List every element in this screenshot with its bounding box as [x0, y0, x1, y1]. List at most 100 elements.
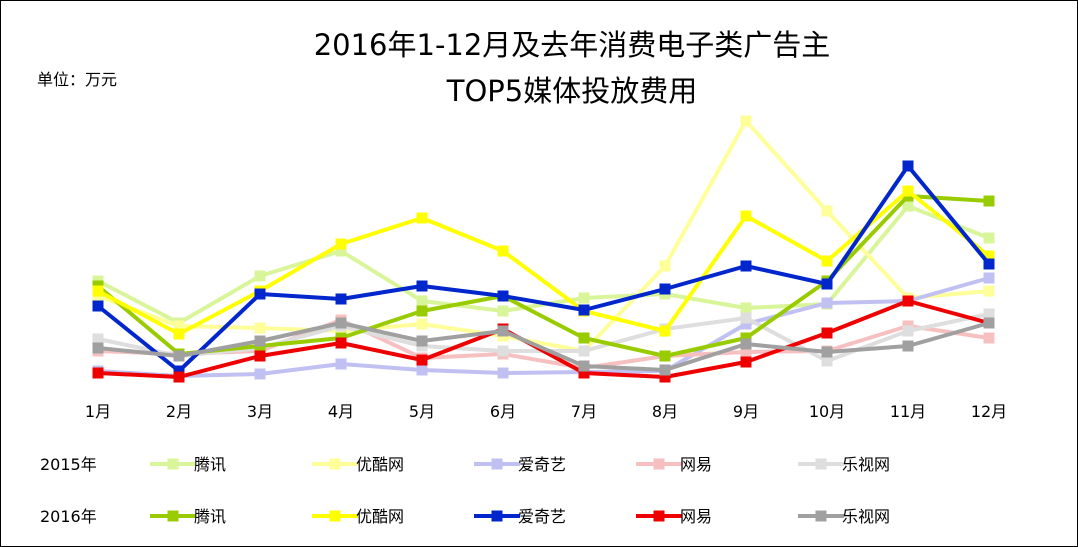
- series-marker: [416, 354, 428, 366]
- x-axis-ticks: 1月 2月 3月 4月 5月 6月 7月 8月 9月 10月 11月 12月: [85, 402, 1007, 421]
- series-marker: [902, 200, 914, 212]
- series-marker: [335, 238, 347, 250]
- series-marker: [659, 350, 671, 362]
- legend-series-label: 爱奇艺: [518, 455, 566, 474]
- x-tick-label: 2月: [166, 402, 192, 421]
- legend-series-label: 爱奇艺: [518, 507, 566, 526]
- legend-series-label: 乐视网: [842, 455, 890, 474]
- x-tick-label: 8月: [652, 402, 678, 421]
- legend-series-label: 腾讯: [194, 507, 226, 526]
- series-marker: [173, 320, 185, 332]
- x-tick-label: 6月: [490, 402, 516, 421]
- series-marker: [821, 278, 833, 290]
- legend-marker: [329, 458, 341, 470]
- series-marker: [659, 260, 671, 272]
- series-lines-2016: [92, 160, 995, 383]
- series-marker: [740, 302, 752, 314]
- series-marker: [416, 318, 428, 330]
- series-marker: [983, 285, 995, 297]
- series-marker: [983, 308, 995, 320]
- legend-marker: [653, 510, 665, 522]
- series-marker: [983, 195, 995, 207]
- series-marker: [497, 325, 509, 337]
- series-marker: [497, 290, 509, 302]
- series-marker: [92, 285, 104, 297]
- series-marker: [335, 245, 347, 257]
- series-marker: [416, 364, 428, 376]
- legend-marker: [491, 510, 503, 522]
- series-marker: [902, 295, 914, 307]
- series-marker: [416, 335, 428, 347]
- series-marker: [740, 338, 752, 350]
- series-line-7: [96, 164, 991, 373]
- series-marker: [902, 340, 914, 352]
- series-marker: [740, 356, 752, 368]
- series-marker: [254, 270, 266, 282]
- series-marker: [821, 346, 833, 358]
- legend-series-label: 网易: [680, 507, 712, 526]
- series-marker: [740, 318, 752, 330]
- series-marker: [821, 355, 833, 367]
- series-marker: [740, 210, 752, 222]
- x-tick-label: 7月: [571, 402, 597, 421]
- series-marker: [578, 292, 590, 304]
- series-marker: [416, 280, 428, 292]
- series-marker: [740, 260, 752, 272]
- series-marker: [416, 212, 428, 224]
- series-marker: [983, 317, 995, 329]
- series-marker: [497, 345, 509, 357]
- series-marker: [335, 293, 347, 305]
- series-marker: [659, 371, 671, 383]
- legend-series-label: 网易: [680, 455, 712, 474]
- chart-title-line1: 2016年1-12月及去年消费电子类广告主: [313, 28, 831, 62]
- series-marker: [578, 304, 590, 316]
- legend-series-label: 优酷网: [356, 507, 404, 526]
- series-marker: [173, 350, 185, 362]
- series-marker: [821, 205, 833, 217]
- chart-title-line2: TOP5媒体投放费用: [446, 74, 698, 108]
- series-marker: [92, 342, 104, 354]
- series-marker: [659, 364, 671, 376]
- series-marker: [983, 232, 995, 244]
- series-marker: [92, 300, 104, 312]
- series-marker: [173, 365, 185, 377]
- series-marker: [254, 335, 266, 347]
- series-marker: [740, 332, 752, 344]
- series-marker: [821, 297, 833, 309]
- series-marker: [254, 322, 266, 334]
- series-marker: [821, 327, 833, 339]
- series-marker: [983, 332, 995, 344]
- series-marker: [335, 337, 347, 349]
- series-marker: [659, 283, 671, 295]
- series-marker: [578, 367, 590, 379]
- x-tick-label: 1月: [85, 402, 111, 421]
- series-marker: [902, 185, 914, 197]
- x-tick-label: 5月: [409, 402, 435, 421]
- series-marker: [983, 250, 995, 262]
- x-tick-label: 9月: [733, 402, 759, 421]
- legend-marker: [167, 510, 179, 522]
- x-tick-label: 12月: [971, 402, 1007, 421]
- series-marker: [254, 368, 266, 380]
- series-marker: [92, 367, 104, 379]
- series-line-2: [97, 276, 990, 378]
- legend-year-label: 2016年: [40, 507, 97, 526]
- series-marker: [821, 255, 833, 267]
- series-marker: [254, 288, 266, 300]
- legend-series-label: 腾讯: [194, 455, 226, 474]
- unit-label: 单位：万元: [37, 70, 118, 89]
- series-marker: [335, 358, 347, 370]
- legend-marker: [329, 510, 341, 522]
- x-tick-label: 11月: [890, 402, 926, 421]
- series-line-9: [97, 321, 990, 372]
- series-line-3: [97, 318, 990, 370]
- legend-marker: [491, 458, 503, 470]
- series-marker: [92, 333, 104, 345]
- series-marker: [578, 345, 590, 357]
- legend-year-label: 2015年: [40, 455, 97, 474]
- legend-marker: [815, 458, 827, 470]
- x-tick-label: 10月: [809, 402, 845, 421]
- series-line-5: [96, 194, 990, 358]
